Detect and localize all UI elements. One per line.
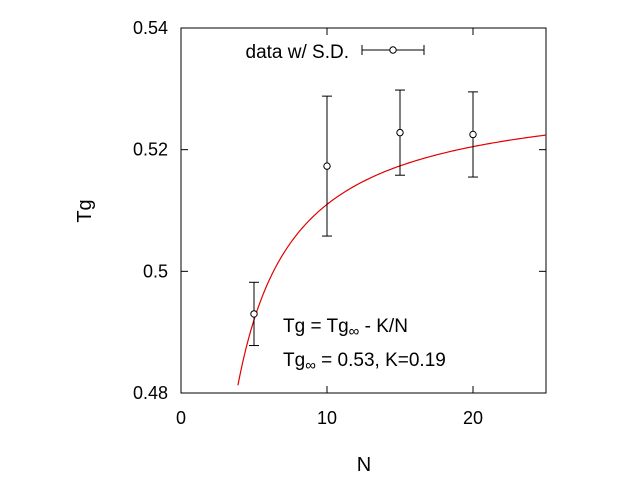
x-tick-label: 0: [176, 408, 186, 428]
point-marker: [250, 310, 258, 318]
y-tick-label: 0.54: [133, 18, 168, 38]
x-axis-label: N: [357, 454, 371, 476]
data-point: [249, 281, 259, 347]
data-points: [249, 89, 478, 347]
point-marker: [323, 162, 331, 170]
tick-labels: 0 10 20 0.48 0.5 0.52 0.54: [133, 18, 483, 428]
data-point: [468, 91, 478, 178]
annotation-formula: Tg = Tg∞ - K/N: [283, 316, 408, 340]
point-marker: [396, 128, 404, 137]
fit-curve: [237, 134, 547, 386]
plot-frame: [180, 27, 547, 394]
annotation-params: Tg∞ = 0.53, K=0.19: [283, 350, 446, 374]
y-tick-label: 0.5: [143, 261, 168, 281]
point-marker: [469, 130, 477, 139]
data-point: [395, 89, 405, 176]
legend-label: data w/ S.D.: [246, 42, 350, 63]
y-tick-label: 0.48: [133, 383, 168, 403]
x-tick-label: 10: [317, 408, 337, 428]
y-tick-label: 0.52: [133, 140, 168, 160]
data-point: [322, 95, 332, 237]
x-tick-label: 20: [463, 408, 483, 428]
y-axis-label: Tg: [74, 199, 96, 222]
ticks: [180, 27, 546, 394]
legend-marker: [361, 45, 425, 55]
